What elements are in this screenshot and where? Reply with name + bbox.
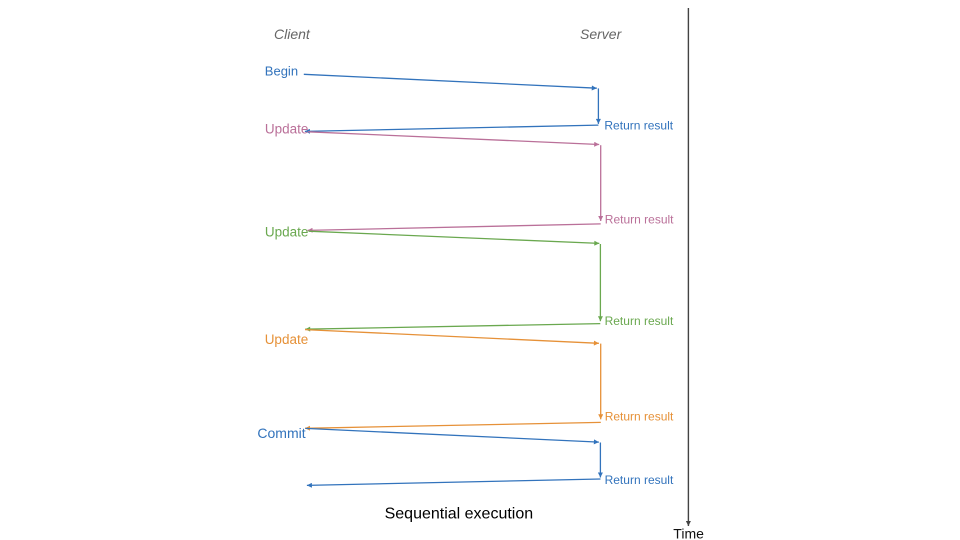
svg-text:Update: Update (265, 225, 309, 240)
svg-text:Return result: Return result (605, 473, 674, 487)
svg-text:Time: Time (673, 526, 704, 540)
svg-text:Return result: Return result (605, 314, 674, 328)
svg-text:Update: Update (265, 121, 309, 136)
svg-text:Sequential execution: Sequential execution (385, 506, 534, 523)
svg-text:Begin: Begin (265, 64, 298, 79)
svg-text:Return result: Return result (605, 410, 674, 424)
svg-text:Return result: Return result (605, 213, 674, 227)
svg-text:Client: Client (274, 26, 311, 42)
svg-text:Server: Server (580, 26, 623, 42)
svg-text:Commit: Commit (257, 425, 305, 441)
svg-text:Return result: Return result (604, 119, 673, 133)
svg-text:Update: Update (265, 332, 309, 347)
